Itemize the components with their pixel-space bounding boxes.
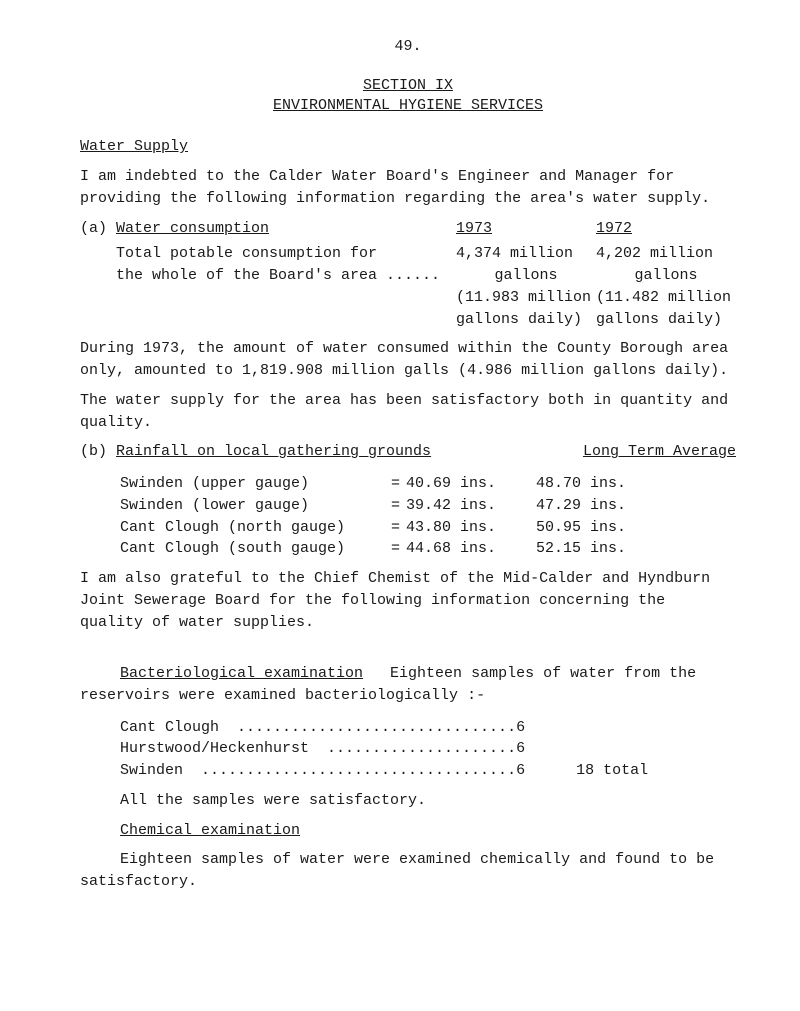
val-1973-3: (11.983 million	[456, 287, 596, 309]
rainfall-table: Swinden (upper gauge) = 40.69 ins. 48.70…	[80, 473, 736, 560]
rainfall-avg: 48.70 ins.	[516, 473, 626, 495]
bact-row: Cant Clough ............................…	[120, 717, 736, 739]
val-1972-1: 4,202 million	[596, 243, 736, 265]
section-heading-block: SECTION IX ENVIRONMENTAL HYGIENE SERVICE…	[80, 76, 736, 117]
quality-paragraph: The water supply for the area has been s…	[80, 390, 736, 434]
rainfall-value: 44.68 ins.	[406, 538, 516, 560]
bact-row: Swinden ................................…	[120, 760, 736, 782]
equals-sign: =	[370, 495, 406, 517]
chem-paragraph: Eighteen samples of water were examined …	[80, 849, 736, 893]
bact-val: 6	[516, 717, 546, 739]
consumption-text-2: the whole of the Board's area ......	[116, 265, 456, 287]
consumption-text-1: Total potable consumption for	[116, 243, 456, 265]
rainfall-name: Cant Clough (south gauge)	[120, 538, 370, 560]
year-1972: 1972	[596, 220, 632, 237]
bact-line2: reservoirs were examined bacteriological…	[80, 685, 736, 707]
water-supply-heading: Water Supply	[80, 136, 736, 158]
page-number: 49.	[80, 36, 736, 58]
equals-sign: =	[370, 538, 406, 560]
bact-note	[546, 717, 736, 739]
val-1973-2: gallons	[456, 265, 596, 287]
val-1972-3: (11.482 million	[596, 287, 736, 309]
year-1973: 1973	[456, 220, 492, 237]
page: 49. SECTION IX ENVIRONMENTAL HYGIENE SER…	[0, 0, 800, 1011]
row-a-heading: (a) Water consumption 1973 1972	[80, 218, 736, 240]
label-a: (a)	[80, 218, 116, 240]
bact-val: 6	[516, 738, 546, 760]
bact-line1: Bacteriological examination Eighteen sam…	[80, 663, 736, 685]
row-b-heading: (b) Rainfall on local gathering grounds …	[80, 441, 736, 463]
consumption-row-3: (11.983 million (11.482 million	[80, 287, 736, 309]
bact-block: Bacteriological examination Eighteen sam…	[80, 663, 736, 707]
rainfall-name: Swinden (upper gauge)	[120, 473, 370, 495]
equals-sign: =	[370, 517, 406, 539]
consumption-row-1: Total potable consumption for 4,374 mill…	[80, 243, 736, 265]
val-1972-4: gallons daily)	[596, 309, 736, 331]
rainfall-heading: Rainfall on local gathering grounds	[116, 443, 431, 460]
bact-val: 6	[516, 760, 546, 782]
bact-heading: Bacteriological examination	[120, 665, 363, 682]
all-samples-paragraph: All the samples were satisfactory.	[80, 790, 736, 812]
section-title-1: SECTION IX	[80, 76, 736, 96]
rainfall-avg: 50.95 ins.	[516, 517, 626, 539]
rainfall-value: 43.80 ins.	[406, 517, 516, 539]
rainfall-name: Swinden (lower gauge)	[120, 495, 370, 517]
rainfall-name: Cant Clough (north gauge)	[120, 517, 370, 539]
bact-note	[546, 738, 736, 760]
grateful-paragraph: I am also grateful to the Chief Chemist …	[80, 568, 736, 633]
bact-row: Hurstwood/Heckenhurst ..................…	[120, 738, 736, 760]
bact-note: 18 total	[546, 760, 736, 782]
long-term-heading: Long Term Average	[583, 443, 736, 460]
rainfall-row: Cant Clough (north gauge) = 43.80 ins. 5…	[120, 517, 736, 539]
rainfall-row: Cant Clough (south gauge) = 44.68 ins. 5…	[120, 538, 736, 560]
bact-name: Hurstwood/Heckenhurst ..................…	[120, 738, 516, 760]
rainfall-avg: 52.15 ins.	[516, 538, 626, 560]
section-title-2: ENVIRONMENTAL HYGIENE SERVICES	[80, 96, 736, 116]
rainfall-value: 39.42 ins.	[406, 495, 516, 517]
during-paragraph: During 1973, the amount of water consume…	[80, 338, 736, 382]
chem-heading: Chemical examination	[120, 822, 300, 839]
label-b: (b)	[80, 441, 116, 463]
consumption-row-2: the whole of the Board's area ...... gal…	[80, 265, 736, 287]
val-1973-4: gallons daily)	[456, 309, 596, 331]
water-consumption-heading: Water consumption	[116, 220, 269, 237]
intro-paragraph: I am indebted to the Calder Water Board'…	[80, 166, 736, 210]
rainfall-row: Swinden (lower gauge) = 39.42 ins. 47.29…	[120, 495, 736, 517]
consumption-row-4: gallons daily) gallons daily)	[80, 309, 736, 331]
rainfall-value: 40.69 ins.	[406, 473, 516, 495]
equals-sign: =	[370, 473, 406, 495]
chem-heading-wrap: Chemical examination	[80, 820, 736, 842]
rainfall-avg: 47.29 ins.	[516, 495, 626, 517]
val-1972-2: gallons	[596, 265, 736, 287]
bact-name: Swinden ................................…	[120, 760, 516, 782]
val-1973-1: 4,374 million	[456, 243, 596, 265]
rainfall-row: Swinden (upper gauge) = 40.69 ins. 48.70…	[120, 473, 736, 495]
bact-table: Cant Clough ............................…	[80, 717, 736, 782]
bact-tail: Eighteen samples of water from the	[363, 665, 696, 682]
bact-name: Cant Clough ............................…	[120, 717, 516, 739]
